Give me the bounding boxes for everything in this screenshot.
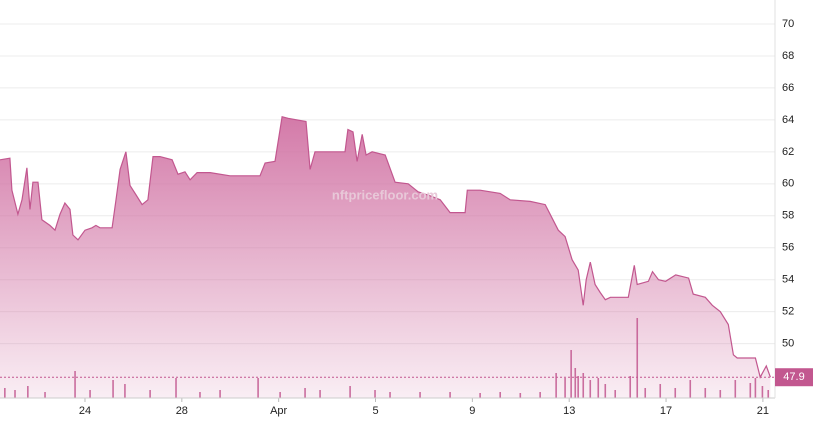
- y-tick-label: 68: [782, 50, 794, 62]
- y-tick-label: 58: [782, 210, 794, 222]
- volume-bar: [74, 371, 76, 398]
- x-tick-label: 5: [372, 405, 378, 417]
- y-tick-label: 54: [782, 274, 794, 286]
- volume-bar: [659, 384, 662, 398]
- volume-bar: [257, 378, 259, 398]
- volume-bar: [112, 380, 114, 398]
- volume-bar: [519, 393, 522, 398]
- x-tick-label: 21: [757, 405, 769, 417]
- x-tick-label: 13: [563, 405, 575, 417]
- y-tick-label: 56: [782, 242, 794, 254]
- volume-bar: [589, 380, 592, 398]
- volume-bar: [582, 373, 585, 398]
- y-tick-label: 64: [782, 114, 794, 126]
- volume-bar: [689, 380, 692, 398]
- y-tick-label: 50: [782, 338, 794, 350]
- y-tick-label: 52: [782, 306, 794, 318]
- x-tick-label: 9: [469, 405, 475, 417]
- volume-bar: [374, 390, 376, 398]
- volume-bar: [175, 378, 177, 398]
- y-tick-label: 60: [782, 178, 794, 190]
- volume-bar: [761, 386, 764, 398]
- volume-bar: [124, 384, 126, 398]
- volume-bar: [499, 392, 502, 398]
- volume-bar: [574, 368, 577, 398]
- volume-bar: [719, 390, 722, 398]
- area-fill: [0, 116, 771, 398]
- x-tick-label: 24: [79, 405, 91, 417]
- volume-bar: [629, 376, 632, 398]
- volume-bar: [754, 378, 757, 398]
- y-tick-label: 66: [782, 82, 794, 94]
- volume-bar: [44, 392, 46, 398]
- volume-bar: [89, 390, 91, 398]
- x-tick-label: 28: [176, 405, 188, 417]
- volume-bar: [319, 390, 321, 398]
- volume-bar: [389, 392, 391, 398]
- volume-bar: [539, 392, 541, 398]
- volume-bar: [767, 390, 770, 398]
- volume-bar: [14, 390, 16, 398]
- volume-bar: [570, 350, 572, 398]
- volume-bar: [564, 378, 566, 398]
- x-tick-label: Apr: [270, 405, 287, 417]
- volume-bar: [604, 384, 607, 398]
- last-value-box: [775, 368, 813, 387]
- volume-bar: [27, 386, 29, 398]
- volume-bar: [279, 392, 281, 398]
- x-tick-label: 17: [660, 405, 672, 417]
- volume-bar: [749, 383, 752, 398]
- volume-bar: [644, 388, 647, 398]
- volume-bar: [734, 380, 737, 398]
- volume-bar: [614, 390, 617, 398]
- volume-bar: [4, 388, 6, 398]
- watermark: nftpricefloor.com: [332, 187, 438, 202]
- volume-bar: [199, 392, 201, 398]
- volume-bar: [674, 388, 677, 398]
- volume-bar: [704, 388, 707, 398]
- volume-bar: [449, 392, 451, 398]
- volume-bar: [597, 378, 600, 398]
- volume-bar: [636, 318, 639, 398]
- last-value-label: 47.9: [783, 371, 804, 383]
- volume-bar: [479, 393, 481, 398]
- y-tick-label: 62: [782, 146, 794, 158]
- volume-bar: [349, 386, 351, 398]
- volume-bar: [555, 373, 557, 398]
- volume-bar: [304, 388, 306, 398]
- volume-bar: [419, 392, 421, 398]
- volume-bar: [577, 376, 579, 398]
- volume-bar: [219, 390, 221, 398]
- volume-bar: [149, 390, 151, 398]
- price-line: [0, 115, 771, 379]
- y-tick-label: 70: [782, 18, 794, 30]
